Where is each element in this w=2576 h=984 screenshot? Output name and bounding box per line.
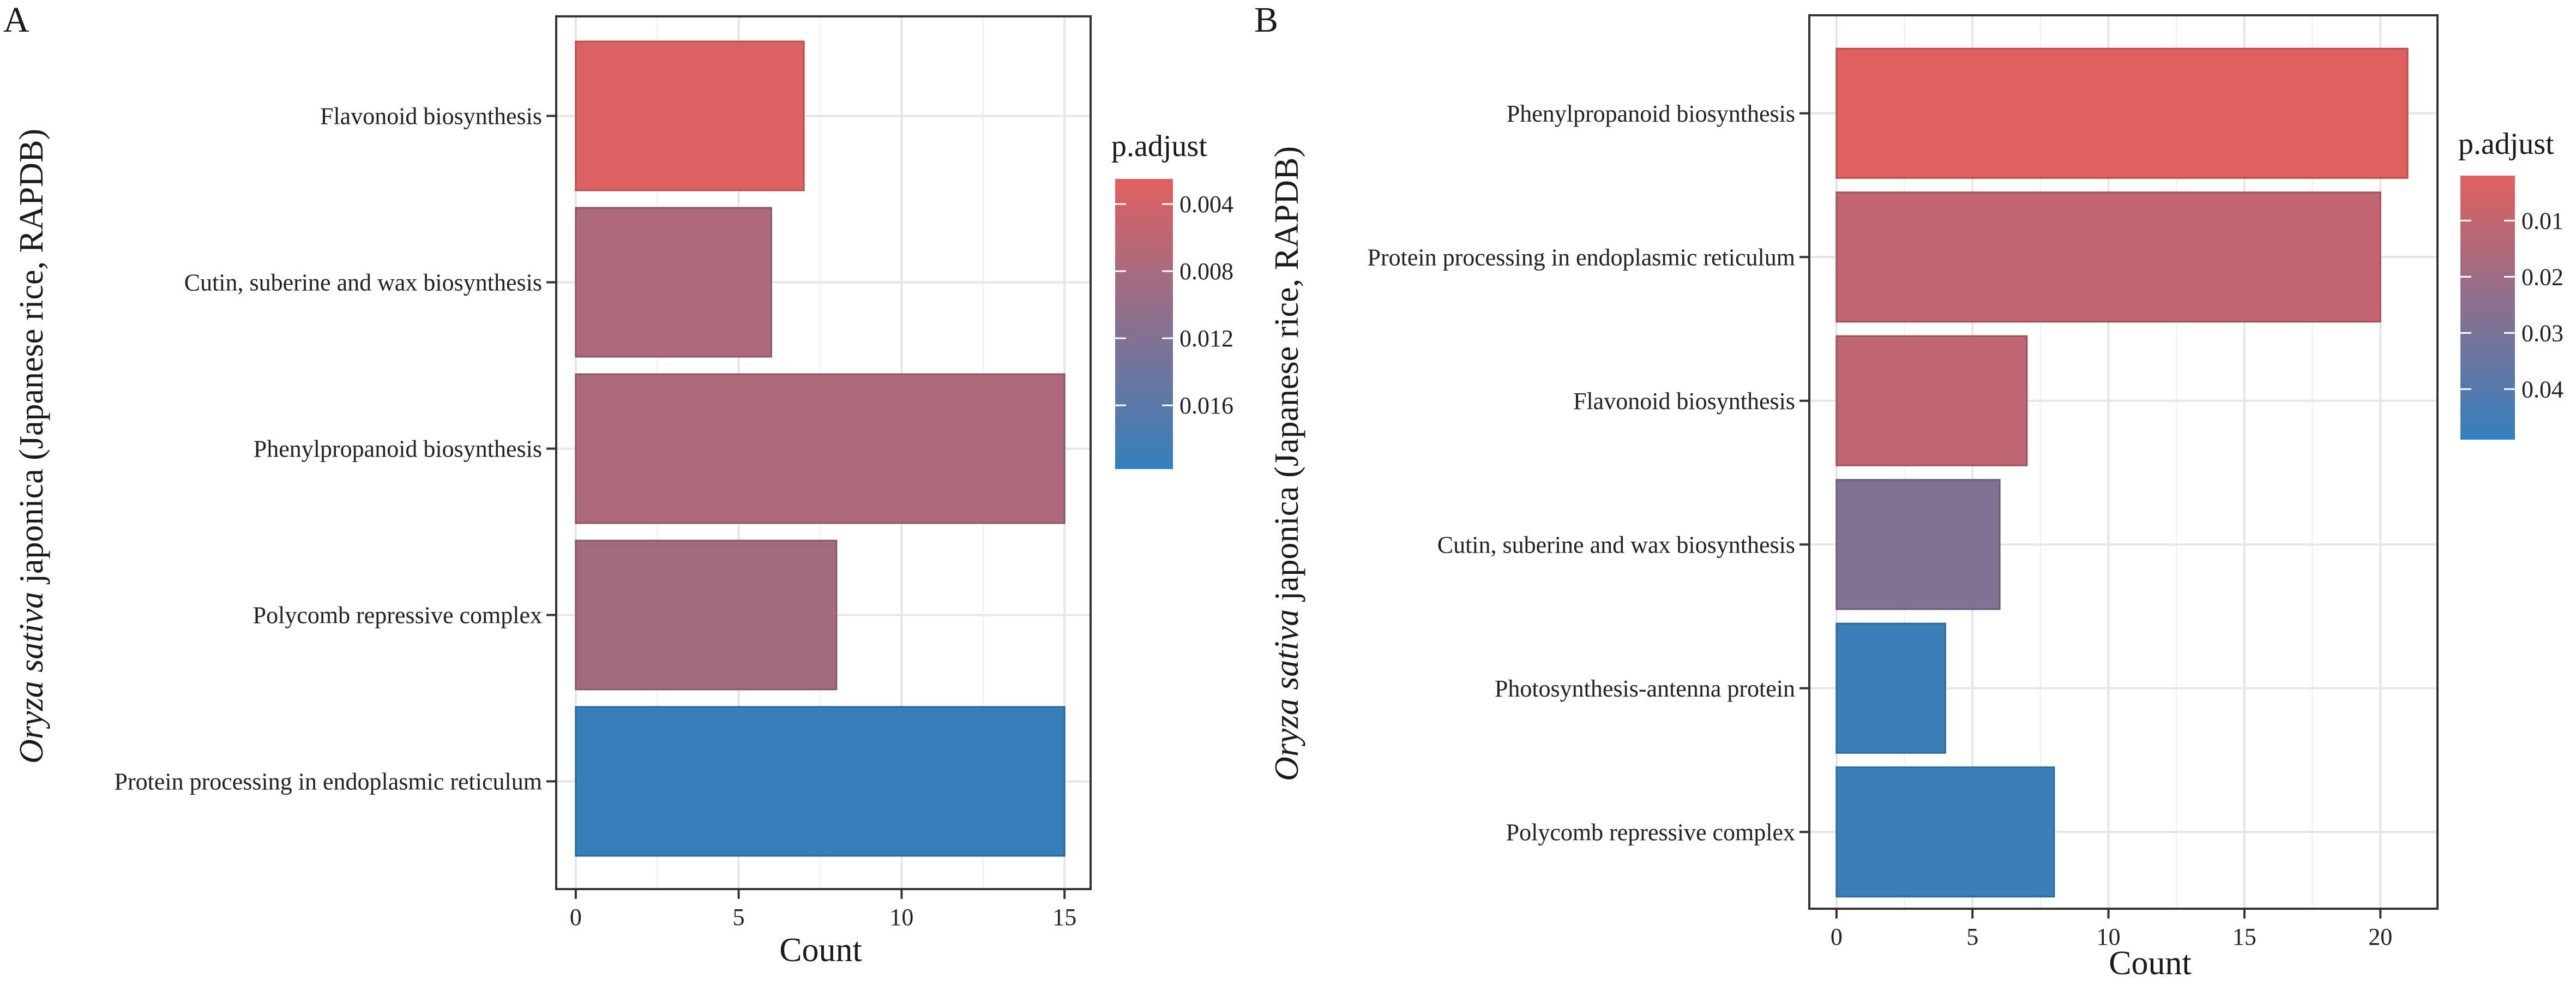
plot-frame xyxy=(555,15,1092,890)
x-tick-label: 10 xyxy=(889,904,913,931)
bar xyxy=(1835,335,2028,466)
legend-tick-label: 0.04 xyxy=(2521,376,2563,403)
legend-colorbar xyxy=(2460,176,2515,440)
panel-b-legend-title: p.adjust xyxy=(2458,127,2554,161)
panel-b-ylabel-rest: japonica (Japanese rice, RAPDB) xyxy=(1268,146,1305,609)
x-tick-label: 20 xyxy=(2368,923,2392,950)
category-label: Protein processing in endoplasmic reticu… xyxy=(1367,244,1795,271)
category-label: Polycomb repressive complex xyxy=(253,602,542,629)
legend-tick-label: 0.008 xyxy=(1179,258,1233,285)
x-tick-label: 10 xyxy=(2097,923,2121,950)
legend-tick-label: 0.02 xyxy=(2521,263,2563,290)
legend-tick-label: 0.01 xyxy=(2521,207,2563,234)
category-label: Polycomb repressive complex xyxy=(1506,819,1795,845)
legend-tick-label: 0.012 xyxy=(1179,325,1233,352)
bar xyxy=(575,539,838,691)
bar xyxy=(575,40,805,191)
plot-frame xyxy=(1808,14,2439,910)
x-tick-label: 5 xyxy=(1966,923,1978,950)
panel-letter-a: A xyxy=(3,0,29,40)
category-label: Phenylpropanoid biosynthesis xyxy=(254,436,542,463)
bar xyxy=(575,207,772,358)
panel-a-xlabel: Count xyxy=(779,932,862,969)
category-label: Flavonoid biosynthesis xyxy=(320,103,542,130)
panel-a-ylabel-italic: Oryza sativa xyxy=(13,592,50,764)
bar xyxy=(1835,47,2409,179)
panel-letter-b: B xyxy=(1254,0,1278,40)
panel-b-xlabel: Count xyxy=(2109,945,2192,982)
bar xyxy=(1835,479,2001,610)
category-label: Flavonoid biosynthesis xyxy=(1573,388,1795,415)
legend-tick-label: 0.03 xyxy=(2521,320,2563,346)
legend-colorbar xyxy=(1115,179,1173,469)
x-tick-label: 15 xyxy=(1052,904,1076,931)
category-label: Cutin, suberine and wax biosynthesis xyxy=(184,269,542,296)
category-label: Photosynthesis-antenna protein xyxy=(1495,675,1795,702)
category-label: Protein processing in endoplasmic reticu… xyxy=(114,769,542,795)
panel-b: B Oryza sativa japonica (Japanese rice, … xyxy=(1254,0,2554,982)
legend-tick-label: 0.016 xyxy=(1179,392,1233,419)
panel-b-ylabel-italic: Oryza sativa xyxy=(1268,609,1305,781)
x-tick-label: 15 xyxy=(2232,923,2256,950)
category-label: Phenylpropanoid biosynthesis xyxy=(1507,100,1795,127)
bar xyxy=(1835,191,2381,323)
bar xyxy=(575,706,1066,857)
panel-b-ylabel: Oryza sativa japonica (Japanese rice, RA… xyxy=(1268,146,1305,781)
panel-a-ylabel: Oryza sativa japonica (Japanese rice, RA… xyxy=(13,129,50,764)
panel-a-plot: Flavonoid biosynthesis Cutin, suberine an… xyxy=(114,15,1233,931)
category-label: Cutin, suberine and wax biosynthesis xyxy=(1437,531,1795,558)
bar xyxy=(1835,766,2055,898)
x-tick-label: 0 xyxy=(1831,923,1843,950)
panel-a-legend-title: p.adjust xyxy=(1111,129,1207,163)
panel-b-plot: Phenylpropanoid biosynthesis Protein proc… xyxy=(1367,14,2563,950)
panel-a: A Oryza sativa japonica (Japanese rice, … xyxy=(3,0,1207,969)
panel-a-ylabel-rest: japonica (Japanese rice, RAPDB) xyxy=(13,129,50,592)
bar xyxy=(1835,622,1946,754)
x-tick-label: 0 xyxy=(570,904,582,931)
legend-tick-label: 0.004 xyxy=(1179,191,1233,218)
bar xyxy=(575,373,1066,524)
x-tick-label: 5 xyxy=(733,904,745,931)
